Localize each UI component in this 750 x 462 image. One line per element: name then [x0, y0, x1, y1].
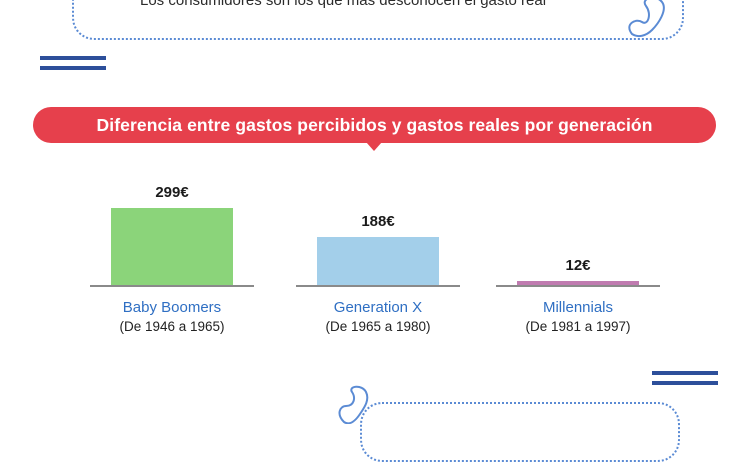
bottom-squiggle-icon: [338, 385, 369, 424]
top-left-decor-lines: [40, 56, 106, 76]
bar-millennials: [517, 281, 639, 285]
top-squiggle-icon: [628, 0, 665, 38]
top-cut-text: Los consumidores son los que más descono…: [140, 0, 547, 9]
category-subtitle: (De 1981 a 1997): [525, 319, 631, 334]
bottom-right-decor-lines: [652, 371, 718, 391]
bar-value-label: 188€: [361, 212, 395, 230]
category-subtitle: (De 1946 a 1965): [119, 319, 225, 334]
chart-title: Diferencia entre gastos percibidos y gas…: [96, 114, 653, 135]
chart-title-banner: Diferencia entre gastos percibidos y gas…: [33, 107, 716, 143]
bar-baseline: [90, 285, 254, 287]
bar-value-label: 299€: [155, 184, 189, 201]
bar-generation-x: [317, 236, 439, 285]
bar-value-label: 12€: [565, 257, 591, 274]
top-info-frame: [72, 0, 684, 40]
bottom-info-frame: [360, 402, 680, 462]
banner-pointer: [366, 142, 382, 151]
category-label: Baby Boomers: [122, 299, 222, 316]
bar-baseline: [296, 285, 460, 287]
category-label: Millennials: [542, 299, 614, 316]
bar-baby-boomers: [111, 208, 233, 285]
category-label: Generation X: [333, 299, 423, 316]
category-subtitle: (De 1965 a 1980): [325, 319, 431, 334]
bar-baseline: [496, 285, 660, 287]
bar-chart: 299€ Baby Boomers (De 1946 a 1965) 188€ Gene…: [90, 184, 660, 334]
